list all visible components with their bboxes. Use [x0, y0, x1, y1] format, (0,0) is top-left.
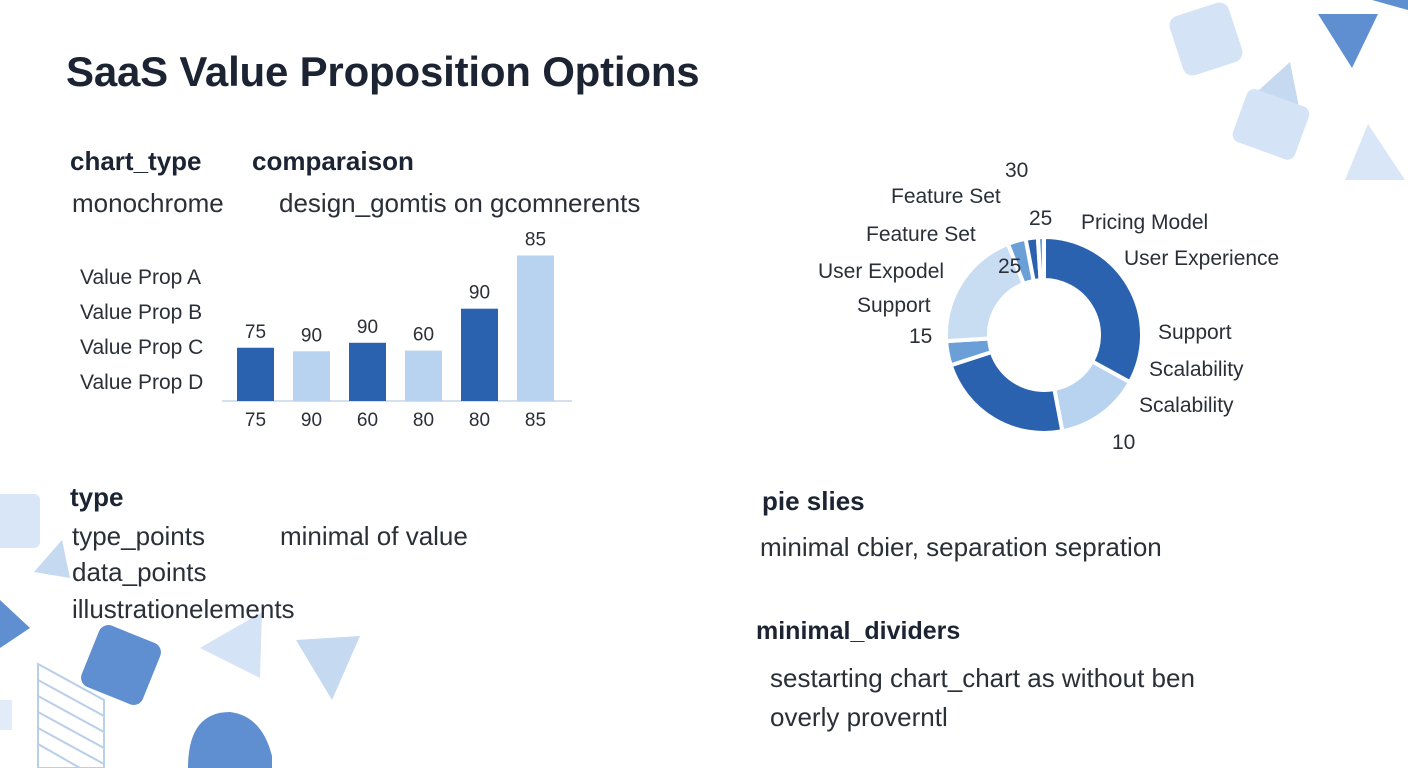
chart-type-value: comparaison: [252, 146, 414, 176]
donut-label: Scalability: [1139, 394, 1234, 417]
donut-label: 30: [1005, 159, 1028, 182]
style-value: design_gomtis on gcomnerents: [279, 188, 641, 218]
type-points-label: type_points: [72, 521, 205, 551]
type-heading: type: [70, 482, 124, 512]
donut-slice: [948, 349, 1065, 435]
dividers-heading: minimal_dividers: [756, 617, 961, 645]
donut-label: 15: [909, 325, 932, 348]
bar-tick-label: 90: [301, 410, 322, 431]
donut-label: Scalability: [1149, 358, 1244, 381]
style-label: monochrome: [72, 188, 224, 218]
dividers-line-1: sestarting chart_chart as without ben: [770, 663, 1195, 693]
bar: [461, 308, 498, 401]
donut-label: Feature Set: [891, 185, 1001, 208]
illustration-elements-label: illustrationelements: [72, 594, 295, 624]
bar: [517, 255, 554, 401]
row-label-b: Value Prop B: [80, 301, 203, 324]
bar-tick-label: 85: [525, 410, 546, 431]
bar: [405, 350, 442, 401]
donut-label: Feature Set: [866, 223, 976, 246]
bar-tick-label: 80: [413, 410, 434, 431]
bar-tick-label: 75: [245, 410, 266, 431]
donut-label: Support: [1158, 321, 1232, 344]
donut-label: User Expodel: [818, 260, 944, 283]
row-label-d: Value Prop D: [80, 371, 204, 394]
dividers-line-2: overly proverntl: [770, 702, 948, 732]
type-points-value: minimal of value: [280, 521, 468, 551]
bar-data-label: 90: [301, 325, 322, 346]
bar: [349, 342, 386, 401]
donut-slice: [1042, 234, 1144, 385]
bar-data-label: 90: [469, 283, 490, 304]
donut-label: Support: [857, 294, 931, 317]
donut-label: User Experience: [1124, 247, 1279, 270]
donut-label: 25: [998, 255, 1021, 278]
donut-label: 25: [1029, 207, 1052, 230]
bar-data-label: 90: [357, 317, 378, 338]
data-points-label: data_points: [72, 557, 207, 587]
bar: [293, 351, 330, 401]
page-title: SaaS Value Proposition Options: [66, 48, 700, 95]
bar-tick-label: 80: [469, 410, 490, 431]
bar-tick-label: 60: [357, 410, 378, 431]
bar-data-label: 60: [413, 325, 434, 346]
donut-slice: [1035, 234, 1046, 283]
bar-data-label: 75: [245, 322, 266, 343]
pie-heading: pie slies: [762, 486, 865, 516]
pie-description: minimal cbier, separation sepration: [760, 532, 1162, 562]
bar: [237, 347, 274, 401]
row-label-c: Value Prop C: [80, 336, 204, 359]
donut-label: 10: [1112, 431, 1135, 454]
donut-label: Pricing Model: [1081, 211, 1208, 234]
chart-type-label: chart_type: [70, 146, 202, 176]
row-label-a: Value Prop A: [80, 266, 202, 289]
bar-data-label: 85: [525, 229, 546, 250]
